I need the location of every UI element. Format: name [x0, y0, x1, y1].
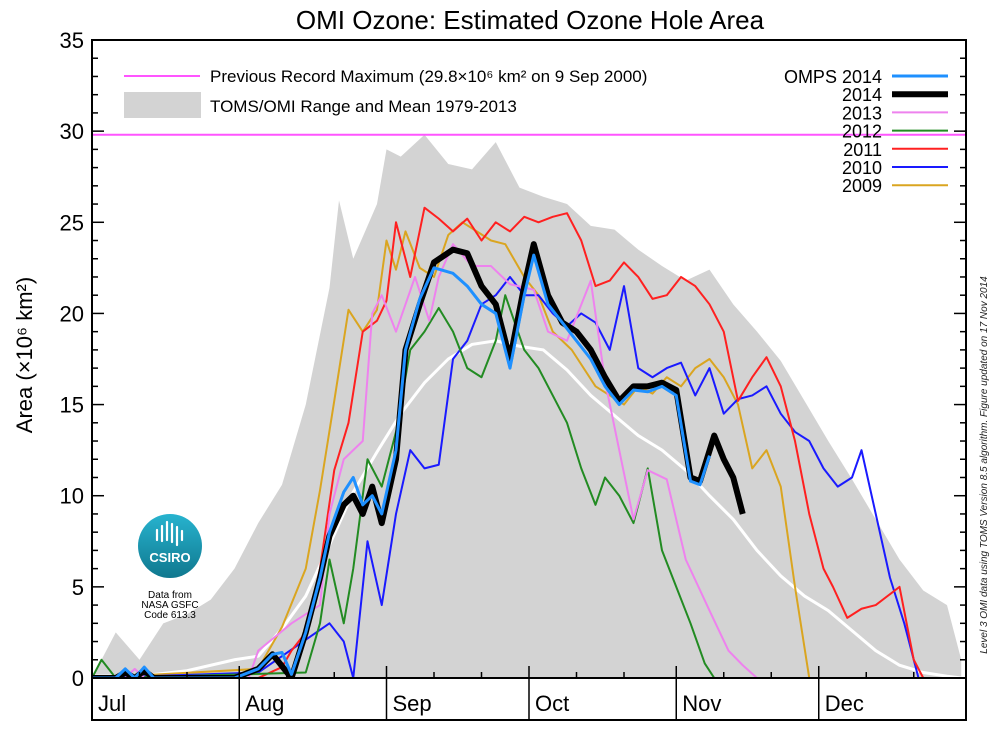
y-tick-label: 0 [72, 666, 84, 691]
axes: 0 5 10 15 20 25 30 35 Jul Aug Sep Oct Nov Dec [60, 28, 967, 721]
series-line-2009 [92, 221, 962, 678]
y-tick-label: 20 [60, 301, 84, 326]
series-line-2011 [92, 206, 962, 678]
logo-text: CSIRO [149, 550, 190, 565]
csiro-logo: CSIRO [138, 514, 202, 578]
x-tick-label: Oct [535, 691, 569, 716]
y-tick-label: 25 [60, 210, 84, 235]
x-tick-label: Dec [825, 691, 864, 716]
legend-range-swatch [124, 92, 201, 118]
y-tick-label: 35 [60, 28, 84, 53]
legend-left: Previous Record Maximum (29.8×10⁶ km² on… [124, 67, 647, 118]
x-tick-label: Aug [245, 691, 284, 716]
range-area [92, 134, 962, 678]
x-tick-label: Nov [682, 691, 721, 716]
credit-line-3: Code 613.3 [144, 610, 196, 621]
series-line-2010 [92, 275, 962, 678]
legend-label: 2009 [842, 176, 882, 196]
credit-line-1: Data from [148, 590, 192, 601]
chart-title: OMI Ozone: Estimated Ozone Hole Area [296, 5, 765, 35]
x-tick-label: Sep [393, 691, 432, 716]
y-axis-label: Area (×10⁶ km²) [12, 277, 37, 433]
series-line-2012 [92, 294, 962, 678]
plot-area [92, 133, 966, 678]
legend-record-label: Previous Record Maximum (29.8×10⁶ km² on… [210, 67, 647, 86]
y-tick-label: 30 [60, 119, 84, 144]
legend-range-label: TOMS/OMI Range and Mean 1979-2013 [210, 97, 517, 116]
y-tick-label: 15 [60, 393, 84, 418]
legend-label: 2010 [842, 158, 882, 178]
mean-line [92, 339, 962, 678]
y-tick-label: 10 [60, 484, 84, 509]
legend-label: 2011 [843, 140, 882, 160]
legend-label: 2012 [842, 122, 882, 142]
credit-line-2: NASA GSFC [141, 600, 198, 611]
y-tick-label: 5 [72, 575, 84, 600]
x-tick-label: Jul [98, 691, 126, 716]
legend-label: OMPS 2014 [784, 67, 882, 87]
side-note: Level 3 OMI data using TOMS Version 8.5 … [979, 276, 990, 654]
legend-label: 2013 [842, 103, 882, 123]
legend-label: 2014 [842, 85, 882, 105]
series-line-omps-2014 [92, 253, 711, 678]
